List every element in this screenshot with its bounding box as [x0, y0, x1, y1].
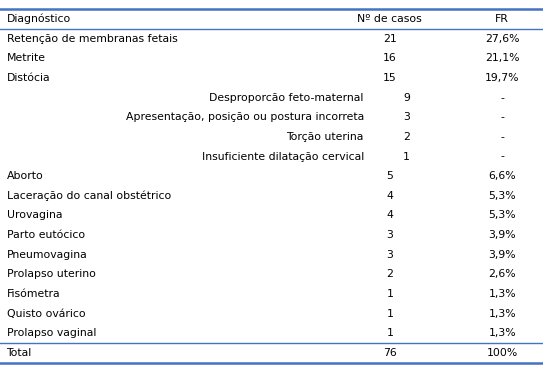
Text: Aborto: Aborto — [7, 171, 43, 181]
Text: 15: 15 — [383, 73, 397, 83]
Text: 1: 1 — [387, 289, 393, 299]
Text: 1,3%: 1,3% — [489, 328, 516, 338]
Text: -: - — [500, 112, 504, 122]
Text: Nº de casos: Nº de casos — [357, 14, 422, 24]
Text: 9: 9 — [403, 93, 410, 103]
Text: 3: 3 — [403, 112, 410, 122]
Text: Distócia: Distócia — [7, 73, 50, 83]
Text: Desproporcão feto-maternal: Desproporcão feto-maternal — [210, 93, 364, 103]
Text: -: - — [500, 93, 504, 103]
Text: 100%: 100% — [487, 348, 518, 358]
Text: 27,6%: 27,6% — [485, 34, 520, 44]
Text: 4: 4 — [387, 191, 393, 201]
Text: 76: 76 — [383, 348, 397, 358]
Text: Parto eutócico: Parto eutócico — [7, 230, 85, 240]
Text: 5: 5 — [387, 171, 393, 181]
Text: 1: 1 — [403, 151, 410, 161]
Text: 1,3%: 1,3% — [489, 289, 516, 299]
Text: -: - — [500, 132, 504, 142]
Text: Urovagina: Urovagina — [7, 211, 62, 221]
Text: Metrite: Metrite — [7, 54, 46, 63]
Text: Fisómetra: Fisómetra — [7, 289, 60, 299]
Text: 1: 1 — [387, 328, 393, 338]
Text: Quisto ovárico: Quisto ovárico — [7, 309, 85, 318]
Text: 5,3%: 5,3% — [489, 211, 516, 221]
Text: Torção uterina: Torção uterina — [287, 132, 364, 142]
Text: 16: 16 — [383, 54, 397, 63]
Text: 2: 2 — [403, 132, 410, 142]
Text: 5,3%: 5,3% — [489, 191, 516, 201]
Text: 2,6%: 2,6% — [489, 269, 516, 279]
Text: Prolapso uterino: Prolapso uterino — [7, 269, 96, 279]
Text: 3: 3 — [387, 230, 393, 240]
Text: 1: 1 — [387, 309, 393, 318]
Text: 19,7%: 19,7% — [485, 73, 520, 83]
Text: FR: FR — [495, 14, 509, 24]
Text: 2: 2 — [387, 269, 393, 279]
Text: Retenção de membranas fetais: Retenção de membranas fetais — [7, 34, 177, 44]
Text: Pneumovagina: Pneumovagina — [7, 250, 87, 260]
Text: -: - — [500, 151, 504, 161]
Text: 6,6%: 6,6% — [489, 171, 516, 181]
Text: Insuficiente dilatação cervical: Insuficiente dilatação cervical — [201, 151, 364, 161]
Text: 21,1%: 21,1% — [485, 54, 520, 63]
Text: Diagnóstico: Diagnóstico — [7, 14, 71, 25]
Text: Total: Total — [7, 348, 32, 358]
Text: 1,3%: 1,3% — [489, 309, 516, 318]
Text: 3: 3 — [387, 250, 393, 260]
Text: Laceração do canal obstétrico: Laceração do canal obstétrico — [7, 190, 171, 201]
Text: 3,9%: 3,9% — [489, 250, 516, 260]
Text: 4: 4 — [387, 211, 393, 221]
Text: Prolapso vaginal: Prolapso vaginal — [7, 328, 96, 338]
Text: 21: 21 — [383, 34, 397, 44]
Text: Apresentação, posição ou postura incorreta: Apresentação, posição ou postura incorre… — [125, 112, 364, 122]
Text: 3,9%: 3,9% — [489, 230, 516, 240]
